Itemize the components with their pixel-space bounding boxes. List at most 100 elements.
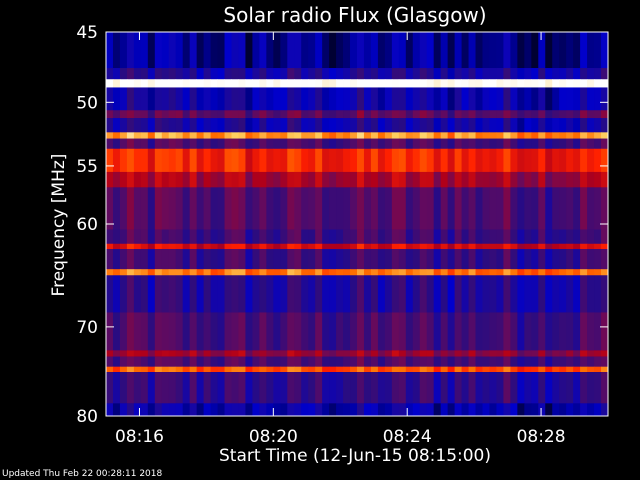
spectrogram-cell (363, 132, 372, 139)
spectrogram-cell (370, 249, 379, 270)
spectrogram-cell (370, 138, 379, 149)
spectrogram-cell (147, 356, 156, 367)
spectrogram-cell (154, 171, 163, 188)
spectrogram-cell (343, 403, 351, 416)
spectrogram-cell (440, 118, 449, 133)
spectrogram-cell (315, 138, 323, 149)
spectrogram-cell (182, 312, 191, 351)
spectrogram-cell (294, 132, 302, 139)
spectrogram-cell (259, 312, 267, 351)
spectrogram-cell (287, 372, 295, 404)
spectrogram-cell (573, 187, 581, 230)
spectrogram-cell (440, 366, 449, 373)
spectrogram-cell (147, 138, 156, 149)
spectrogram-cell (175, 68, 184, 80)
spectrogram-cell (308, 118, 316, 133)
spectrogram-cell (447, 187, 456, 230)
spectrogram-cell (412, 68, 421, 80)
spectrogram-cell (308, 356, 316, 367)
spectrogram-cell (454, 110, 462, 119)
spectrogram-cell (426, 132, 435, 139)
spectrogram-cell (301, 110, 309, 119)
spectrogram-cell (266, 350, 274, 357)
spectrogram-cell (503, 269, 511, 276)
spectrogram-cell (112, 68, 121, 80)
spectrogram-cell (217, 171, 225, 188)
spectrogram-cell (384, 243, 393, 250)
spectrogram-cell (391, 118, 400, 133)
spectrogram-cell (147, 366, 156, 373)
spectrogram-cell (126, 79, 135, 88)
spectrogram-cell (329, 229, 337, 244)
spectrogram-cell (168, 366, 177, 373)
spectrogram-cell (203, 87, 211, 111)
spectrogram-cell (552, 187, 560, 230)
spectrogram-cell (168, 32, 177, 69)
spectrogram-cell (154, 229, 163, 244)
spectrogram-cell (294, 118, 302, 133)
spectrogram-cell (482, 403, 490, 416)
spectrogram-cell (433, 79, 442, 88)
spectrogram-cell (315, 87, 323, 111)
spectrogram-cell (196, 132, 205, 139)
spectrogram-cell (454, 118, 462, 133)
spectrogram-cell (112, 372, 121, 404)
spectrogram-cell (273, 32, 281, 69)
spectrogram-cell (161, 79, 170, 88)
spectrogram-cell (426, 118, 435, 133)
spectrogram-cell (329, 249, 337, 270)
spectrogram-cell (189, 87, 198, 111)
spectrogram-cell (440, 229, 449, 244)
spectrogram-cell (245, 138, 253, 149)
spectrogram-cell (573, 350, 581, 357)
spectrogram-cell (161, 229, 170, 244)
spectrogram-cell (189, 403, 198, 416)
spectrogram-cell (238, 269, 246, 276)
spectrogram-cell (454, 68, 462, 80)
spectrogram-cell (391, 138, 400, 149)
spectrogram-cell (559, 118, 567, 133)
spectrogram-cell (203, 275, 211, 313)
spectrogram-cell (433, 366, 442, 373)
spectrogram-cell (133, 312, 142, 351)
spectrogram-cell (280, 229, 288, 244)
spectrogram-cell (482, 269, 490, 276)
spectrogram-cell (322, 110, 330, 119)
spectrogram-cell (140, 187, 149, 230)
spectrogram-cell (461, 275, 469, 313)
spectrogram-cell (419, 187, 428, 230)
spectrogram-cell (510, 87, 518, 111)
spectrogram-cell (517, 138, 525, 149)
spectrogram-cell (287, 249, 295, 270)
spectrogram-cell (294, 79, 302, 88)
spectrogram-cell (336, 68, 344, 80)
spectrogram-cell (447, 229, 456, 244)
spectrogram-cell (398, 403, 407, 416)
y-tick-label: 60 (76, 215, 98, 235)
spectrogram-cell (391, 132, 400, 139)
spectrogram-cell (168, 243, 177, 250)
spectrogram-cell (559, 249, 567, 270)
spectrogram-cell (454, 87, 462, 111)
spectrogram-cell (308, 372, 316, 404)
spectrogram-cell (517, 32, 525, 69)
spectrogram-cell (266, 118, 274, 133)
spectrogram-cell (301, 138, 309, 149)
spectrogram-cell (329, 118, 337, 133)
spectrogram-cell (147, 372, 156, 404)
spectrogram-cell (161, 68, 170, 80)
spectrogram-cell (461, 403, 469, 416)
spectrogram-cell (538, 187, 546, 230)
spectrogram-cell (545, 356, 553, 367)
spectrogram-cell (419, 79, 428, 88)
spectrogram-cell (566, 171, 574, 188)
spectrogram-cell (496, 350, 504, 357)
spectrogram-cell (217, 366, 225, 373)
spectrogram-cell (426, 403, 435, 416)
spectrogram-cell (343, 350, 351, 357)
spectrogram-cell (405, 138, 414, 149)
spectrogram-cell (377, 356, 386, 367)
spectrogram-cell (440, 372, 449, 404)
spectrogram-cell (112, 356, 121, 367)
spectrogram-cell (447, 138, 456, 149)
